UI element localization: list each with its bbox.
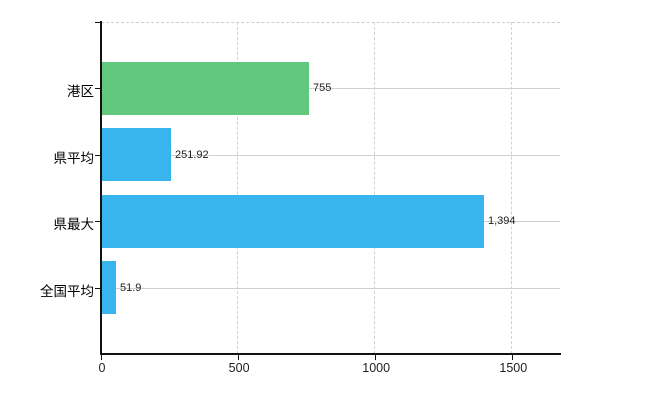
bar-value-label: 51.9 xyxy=(120,282,142,294)
y-gridline xyxy=(101,155,560,156)
bar-全国平均 xyxy=(102,261,116,314)
x-tick-label: 0 xyxy=(98,361,106,375)
category-label: 県平均 xyxy=(53,151,95,166)
y-axis-tick xyxy=(95,88,101,89)
x-axis-tick xyxy=(101,355,102,360)
x-axis-tick xyxy=(375,355,377,360)
y-gridline xyxy=(101,88,560,89)
category-label: 港区 xyxy=(67,84,94,99)
bar-value-label: 1,394 xyxy=(488,215,516,227)
y-gridline xyxy=(101,288,560,289)
x-axis-line xyxy=(100,353,561,355)
x-gridline xyxy=(237,22,239,354)
plot-top-border xyxy=(101,22,560,23)
x-gridline xyxy=(374,22,376,354)
bar-県平均 xyxy=(102,128,171,181)
x-tick-label: 1000 xyxy=(362,361,391,375)
y-axis-tick xyxy=(95,155,101,156)
plot-area: 755 251.92 1,394 51.9 xyxy=(101,22,560,354)
y-axis-tick xyxy=(95,22,101,23)
x-axis-tick xyxy=(238,355,240,360)
category-label: 県最大 xyxy=(53,217,95,232)
bar-港区 xyxy=(102,62,309,115)
x-tick-label: 1500 xyxy=(499,361,528,375)
x-axis-tick xyxy=(512,355,514,360)
y-axis-line xyxy=(100,21,102,355)
y-axis-tick xyxy=(95,221,101,222)
x-tick-label: 500 xyxy=(228,361,250,375)
bar-value-label: 755 xyxy=(313,82,332,94)
x-gridline xyxy=(511,22,513,354)
bar-県最大 xyxy=(102,195,484,248)
bar-value-label: 251.92 xyxy=(175,149,209,161)
y-axis-tick xyxy=(95,288,101,289)
category-label: 全国平均 xyxy=(40,284,94,299)
